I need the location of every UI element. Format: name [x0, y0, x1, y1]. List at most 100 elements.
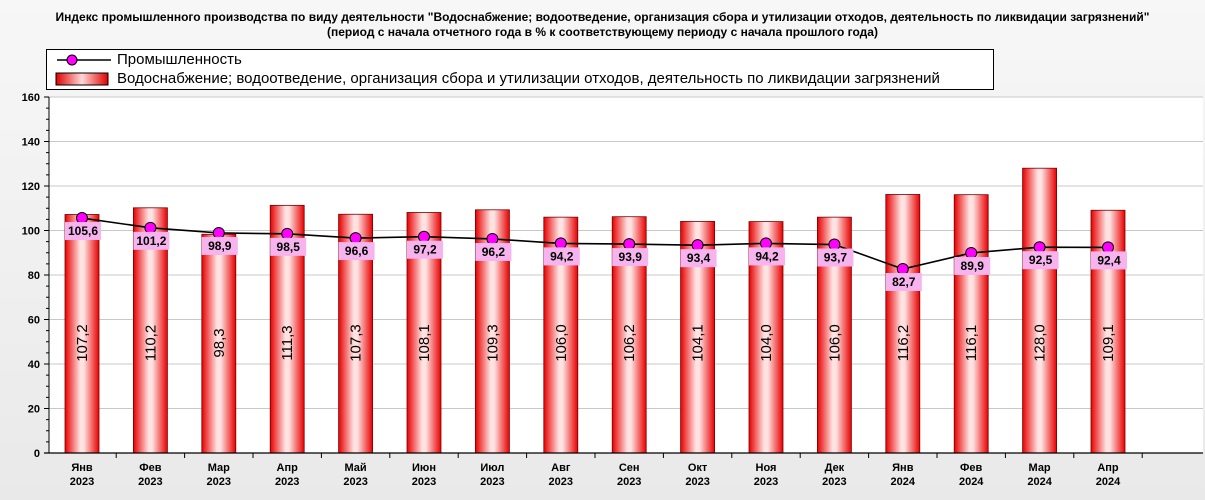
x-tick-label-month: Фев [960, 462, 983, 474]
y-tick-label: 0 [34, 448, 40, 460]
x-tick-label-year: 2023 [754, 476, 778, 488]
chart-subtitle: (период с начала отчетного года в % к со… [327, 25, 878, 39]
x-tick-label-year: 2024 [959, 476, 984, 488]
y-tick-label: 160 [22, 92, 40, 104]
x-tick-label-year: 2023 [275, 476, 299, 488]
line-value-label-bg [65, 222, 101, 241]
line-point [691, 239, 704, 252]
line-value-label-bg [201, 236, 238, 255]
y-tick-label: 80 [28, 270, 40, 282]
x-tick-label-month: Мар [1029, 462, 1051, 474]
line-value-label-bg [749, 247, 785, 266]
line-value-label: 105,6 [68, 224, 98, 238]
x-tick-label-month: Янв [892, 462, 914, 474]
x-tick-label-year: 2023 [822, 476, 846, 488]
x-tick-label-year: 2023 [343, 476, 367, 488]
legend-bar-swatch-icon [55, 72, 109, 86]
x-tick-label-year: 2023 [480, 476, 504, 488]
bar [1022, 167, 1057, 454]
bar-value-label: 106,2 [621, 324, 638, 362]
x-tick-label-month: Июл [480, 462, 504, 474]
x-tick-label-year: 2023 [412, 476, 436, 488]
line-value-label: 93,9 [619, 250, 643, 264]
x-tick-label-month: Ноя [756, 462, 777, 474]
line-value-label: 97,2 [413, 243, 437, 257]
line-value-label: 89,9 [961, 259, 985, 273]
y-tick-label: 20 [28, 404, 40, 416]
x-tick-label-month: Апр [277, 462, 299, 474]
x-tick-label-month: Янв [71, 462, 93, 474]
x-tick-label-month: Окт [688, 462, 708, 474]
line-value-label-bg [338, 242, 375, 261]
line-point [965, 246, 978, 259]
bar-value-label: 107,2 [74, 324, 91, 362]
line-point [212, 226, 225, 239]
legend-item-line: Промышленность [47, 50, 993, 70]
line-value-label-bg [1091, 251, 1127, 270]
bar-value-label: 104,1 [690, 324, 707, 362]
line-value-label: 96,2 [482, 245, 506, 259]
line-value-label: 92,4 [1097, 253, 1121, 267]
line-value-label: 93,7 [824, 251, 848, 265]
x-tick-label-year: 2023 [617, 476, 641, 488]
line-point [486, 232, 499, 245]
x-tick-label-year: 2024 [891, 476, 916, 488]
legend-line-label: Промышленность [117, 51, 242, 68]
line-point [76, 212, 88, 225]
bar [953, 194, 989, 454]
legend-line-marker-icon [57, 54, 111, 66]
bar-value-label: 109,3 [484, 324, 501, 362]
line-value-label-bg [680, 249, 717, 268]
x-tick-label-year: 2023 [207, 476, 231, 488]
line-value-label-bg [1022, 251, 1059, 270]
legend: Промышленность Водоснабжение; водоотведе… [46, 49, 994, 90]
y-tick-label: 120 [22, 181, 40, 193]
line-value-label: 98,5 [277, 240, 301, 254]
line-point [554, 237, 567, 250]
line-point [623, 238, 636, 251]
x-tick-label-month: Авг [551, 462, 571, 474]
line-value-label-bg [543, 247, 580, 266]
bar-value-label: 107,3 [348, 324, 365, 362]
x-tick-label-month: Фев [139, 462, 162, 474]
bar-value-label: 111,3 [279, 325, 296, 360]
chart-title: Индекс промышленного производства по вид… [55, 10, 1150, 24]
line-point [349, 232, 362, 245]
x-tick-label-month: Мар [208, 462, 230, 474]
x-tick-label-month: Сен [619, 462, 640, 474]
x-tick-label-month: Дек [825, 462, 845, 474]
line-value-label-bg [475, 242, 512, 261]
x-tick-label-month: Май [345, 462, 367, 474]
y-tick-label: 40 [28, 359, 40, 371]
bar-value-label: 110,2 [142, 325, 159, 361]
legend-item-bar: Водоснабжение; водоотведение, организаци… [47, 69, 993, 89]
line-value-label: 82,7 [892, 275, 916, 289]
line-point [1033, 241, 1046, 254]
line-point [828, 238, 841, 251]
y-tick-label: 100 [22, 226, 40, 238]
line-value-label: 92,5 [1029, 253, 1053, 267]
y-tick-label: 140 [22, 137, 40, 149]
x-tick-label-year: 2023 [685, 476, 709, 488]
x-tick-label-month: Апр [1097, 462, 1119, 474]
bar-value-label: 116,2 [895, 325, 912, 361]
bar [64, 214, 100, 454]
line-point [418, 230, 430, 243]
bar-value-label: 116,1 [963, 325, 980, 361]
line-series [81, 217, 1109, 270]
line-point [760, 237, 772, 250]
bar-value-label: 106,0 [553, 324, 570, 362]
line-point [896, 262, 909, 275]
line-value-label: 96,6 [345, 244, 369, 258]
legend-bar-label: Водоснабжение; водоотведение, организаци… [117, 70, 940, 87]
line-value-label-bg [817, 248, 854, 267]
line-value-label-bg [954, 256, 991, 275]
line-value-label-bg [612, 248, 649, 267]
x-tick-label-year: 2023 [70, 476, 94, 488]
bar-value-label: 106,0 [826, 324, 843, 362]
line-value-label: 94,2 [550, 249, 574, 263]
line-value-label-bg [133, 231, 170, 250]
bar [201, 233, 237, 454]
